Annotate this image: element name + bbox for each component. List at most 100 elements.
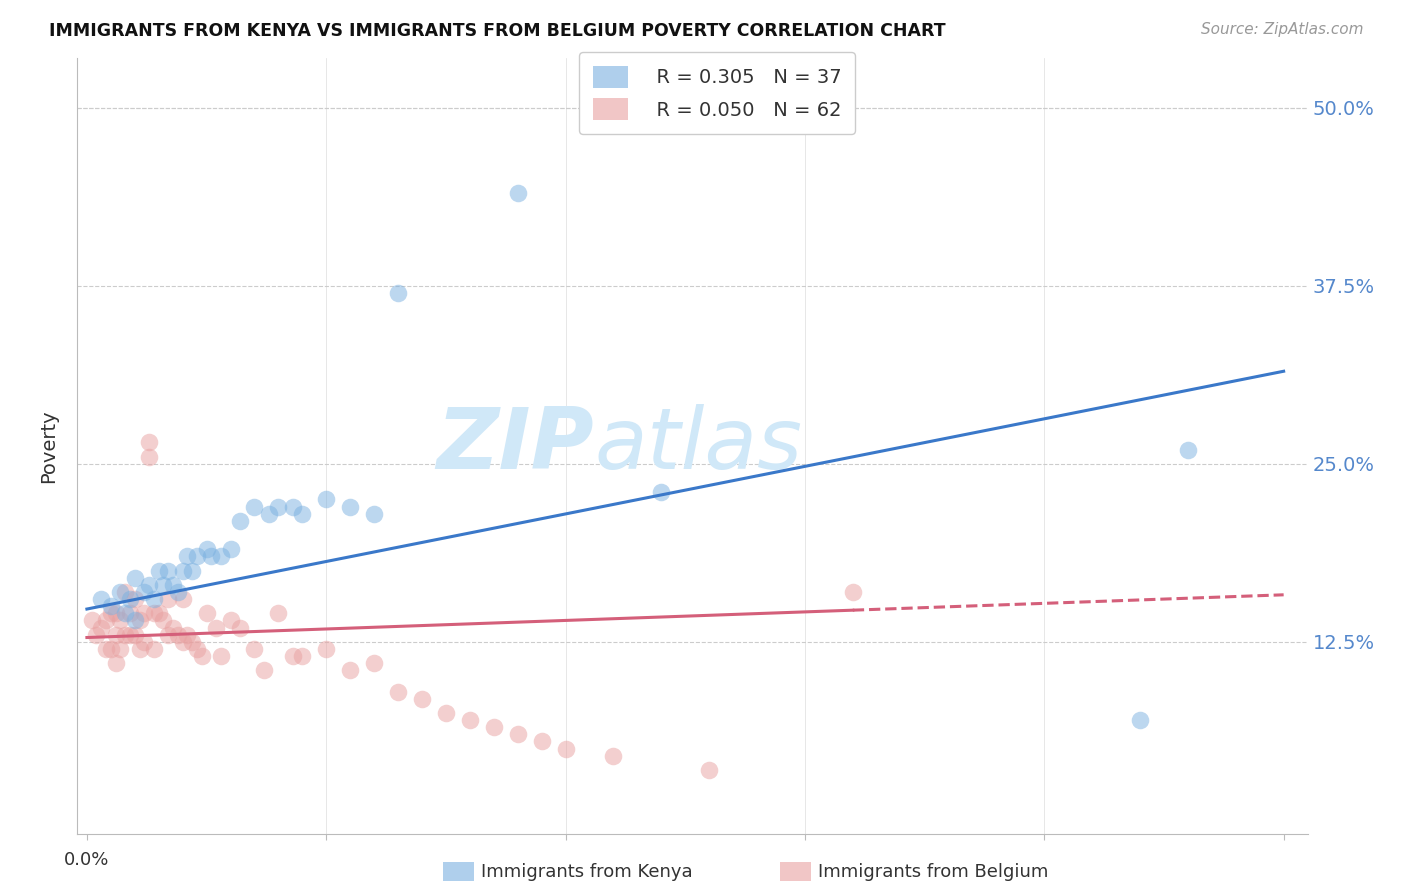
Y-axis label: Poverty: Poverty — [39, 409, 59, 483]
Point — [166, 585, 188, 599]
Point — [191, 648, 214, 663]
Point — [181, 564, 204, 578]
Point — [281, 500, 304, 514]
Point — [134, 607, 156, 621]
Point — [411, 691, 433, 706]
Text: Source: ZipAtlas.com: Source: ZipAtlas.com — [1201, 22, 1364, 37]
Point — [195, 607, 218, 621]
Point — [172, 592, 194, 607]
Point — [434, 706, 457, 720]
Point — [142, 607, 165, 621]
Point — [80, 614, 103, 628]
Point — [229, 514, 252, 528]
Point — [315, 641, 337, 656]
Point — [134, 634, 156, 648]
Point — [291, 648, 314, 663]
Point — [124, 571, 146, 585]
Point — [134, 585, 156, 599]
Point — [118, 628, 141, 642]
Point — [128, 614, 150, 628]
Point — [243, 500, 266, 514]
Point — [118, 607, 141, 621]
Point — [186, 641, 208, 656]
Point — [157, 564, 180, 578]
Point — [315, 492, 337, 507]
Point — [142, 641, 165, 656]
Point — [162, 578, 184, 592]
Point — [90, 621, 112, 635]
Point — [94, 614, 117, 628]
Text: Immigrants from Kenya: Immigrants from Kenya — [481, 863, 693, 881]
Point — [138, 578, 160, 592]
Point — [176, 628, 198, 642]
Point — [209, 648, 232, 663]
Point — [157, 592, 180, 607]
Point — [104, 628, 127, 642]
Point — [152, 578, 174, 592]
Point — [138, 450, 160, 464]
Point — [243, 641, 266, 656]
Point — [114, 585, 136, 599]
Point — [142, 592, 165, 607]
Point — [506, 727, 529, 741]
Point — [219, 542, 242, 557]
Point — [530, 734, 553, 748]
Text: atlas: atlas — [595, 404, 801, 488]
Point — [110, 641, 132, 656]
Point — [114, 607, 136, 621]
Point — [387, 684, 409, 698]
Point — [458, 713, 481, 727]
Point — [363, 656, 385, 670]
Point — [128, 641, 150, 656]
Point — [506, 186, 529, 201]
Point — [148, 607, 170, 621]
Point — [205, 621, 228, 635]
Point — [138, 435, 160, 450]
Point — [166, 628, 188, 642]
Point — [186, 549, 208, 564]
Point — [387, 285, 409, 300]
Point — [110, 614, 132, 628]
Point — [172, 634, 194, 648]
Point — [176, 549, 198, 564]
Point — [86, 628, 108, 642]
Point — [162, 621, 184, 635]
Point — [257, 507, 280, 521]
Point — [267, 500, 290, 514]
Text: ZIP: ZIP — [436, 404, 595, 488]
Point — [157, 628, 180, 642]
Point — [172, 564, 194, 578]
Point — [100, 599, 122, 614]
Point — [110, 585, 132, 599]
Point — [697, 763, 720, 777]
Point — [104, 656, 127, 670]
Legend:   R = 0.305   N = 37,   R = 0.050   N = 62: R = 0.305 N = 37, R = 0.050 N = 62 — [579, 52, 855, 134]
Point — [118, 592, 141, 607]
Point — [200, 549, 222, 564]
Point — [650, 485, 672, 500]
Point — [842, 585, 865, 599]
Point — [195, 542, 218, 557]
Point — [181, 634, 204, 648]
Point — [339, 663, 361, 677]
Point — [104, 607, 127, 621]
Point — [90, 592, 112, 607]
Point — [291, 507, 314, 521]
Point — [1177, 442, 1199, 457]
Point — [339, 500, 361, 514]
Point — [209, 549, 232, 564]
Point — [253, 663, 276, 677]
Point — [148, 564, 170, 578]
Point — [124, 628, 146, 642]
Point — [281, 648, 304, 663]
Point — [100, 607, 122, 621]
Point — [100, 641, 122, 656]
Point — [124, 592, 146, 607]
Point — [602, 748, 624, 763]
Point — [229, 621, 252, 635]
Point — [124, 614, 146, 628]
Point — [152, 614, 174, 628]
Point — [219, 614, 242, 628]
Point — [114, 628, 136, 642]
Text: IMMIGRANTS FROM KENYA VS IMMIGRANTS FROM BELGIUM POVERTY CORRELATION CHART: IMMIGRANTS FROM KENYA VS IMMIGRANTS FROM… — [49, 22, 946, 40]
